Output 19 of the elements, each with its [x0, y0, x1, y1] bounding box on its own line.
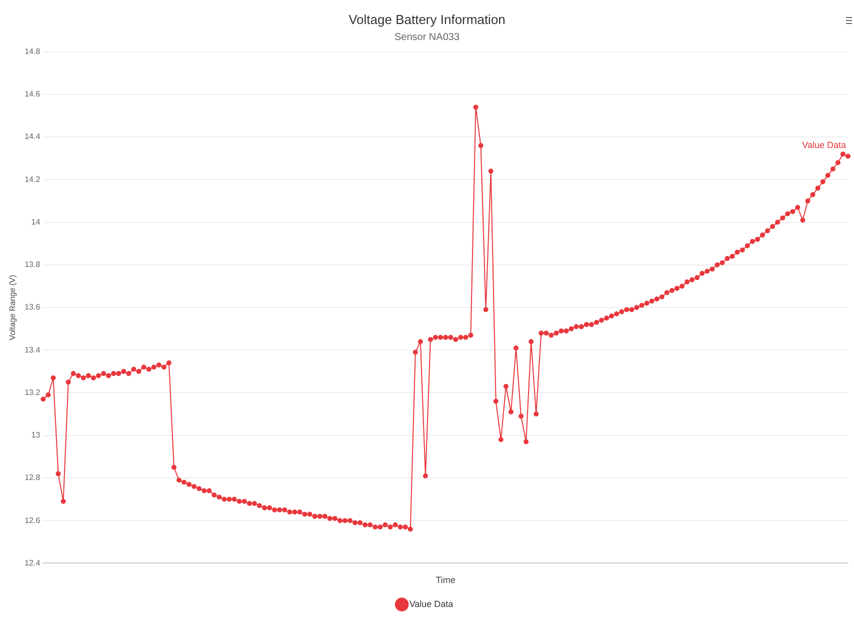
y-tick-label: 13.8: [24, 260, 41, 270]
y-tick-label: 14.2: [24, 174, 41, 184]
y-tick-label: 13.2: [24, 388, 41, 397]
y-tick-label: 12.4: [24, 558, 41, 568]
y-tick-label: 13.6: [24, 302, 41, 312]
y-tick-label: 12.6: [24, 516, 41, 525]
y-tick-label: 12.8: [24, 473, 41, 482]
y-tick-label: 14: [31, 217, 41, 226]
y-tick-label: 14.8: [24, 47, 41, 56]
y-axis-title: Voltage Range (V): [8, 274, 18, 340]
legend-label: Value Data: [409, 598, 454, 609]
x-axis-title: Time: [436, 575, 456, 586]
text: Value Data: [802, 140, 846, 150]
y-tick-label: 14.6: [24, 90, 41, 99]
y-tick-label: 13.4: [24, 345, 41, 354]
y-tick-label: 14.4: [24, 132, 41, 142]
y-tick-label: 13: [31, 430, 41, 440]
chart-subtitle: Sensor NA033: [393, 32, 461, 43]
chart-title: Voltage Battery Information: [348, 12, 506, 27]
